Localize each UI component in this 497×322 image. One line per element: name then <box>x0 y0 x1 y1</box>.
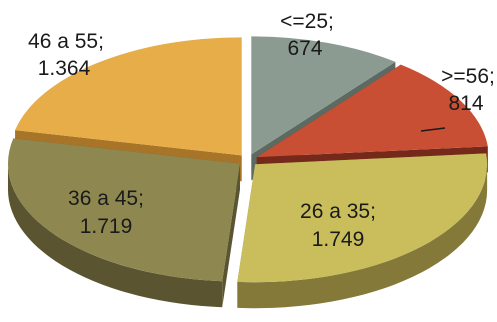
slice-label-le25-name: <=25; <box>280 10 334 33</box>
slice-26-35-group <box>237 153 488 309</box>
slice-36-45-top <box>7 138 240 282</box>
slice-ge56-group <box>256 64 488 184</box>
slice-label-36-45-name: 36 a 45; <box>68 187 144 210</box>
pie-slices <box>7 36 488 309</box>
slice-label-46-55-name: 46 a 55; <box>28 30 104 53</box>
slice-label-ge56-name: >=56; <box>441 65 495 88</box>
slice-26-35-top <box>237 153 488 283</box>
slice-36-45-start-wall <box>222 163 240 308</box>
slice-label-46-55-value: 1.364 <box>38 57 91 80</box>
slice-36-45-group <box>7 138 240 308</box>
slice-ge56-top <box>256 64 488 158</box>
slice-label-26-35-value: 1.749 <box>312 228 365 251</box>
slice-label-ge56-leader-line <box>420 127 446 132</box>
slice-36-45-outer-wall <box>7 163 223 308</box>
slice-46-55-top <box>15 37 242 156</box>
slice-label-26-35-name: 26 a 35; <box>300 200 376 223</box>
slice-label-ge56-value: 814 <box>448 92 483 115</box>
slice-26-35-outer-wall <box>237 164 488 309</box>
slice-label-36-45-value: 1.719 <box>80 215 133 238</box>
slice-le25-top <box>251 36 396 155</box>
slice-label-le25-value: 674 <box>287 37 322 60</box>
